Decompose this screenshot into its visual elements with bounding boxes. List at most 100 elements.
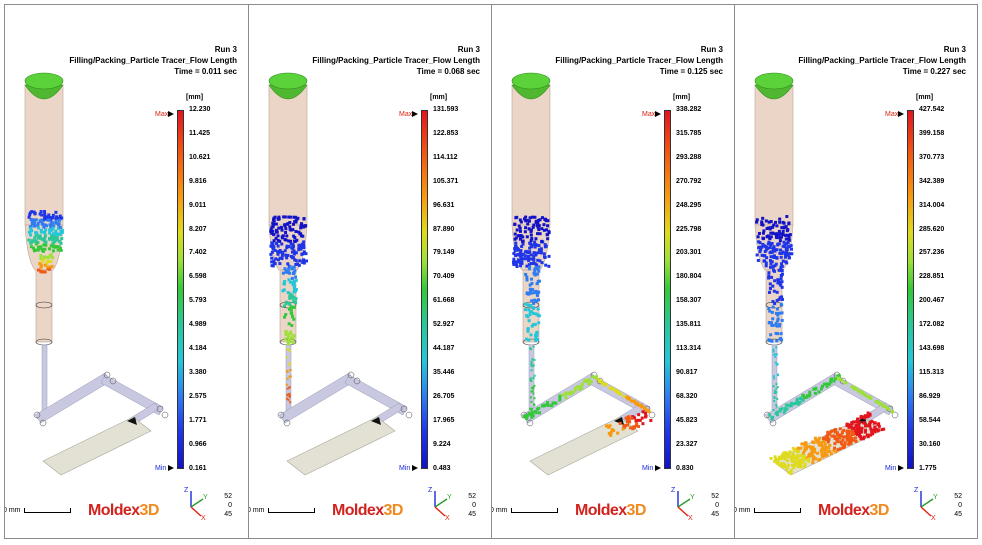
- particle-marker: [531, 288, 535, 292]
- particle-marker: [822, 436, 826, 440]
- particle-marker: [764, 219, 768, 223]
- legend-tick-label: 45.823: [676, 416, 698, 424]
- particle-marker: [776, 319, 780, 323]
- particle-marker: [589, 380, 593, 384]
- particle-marker: [45, 261, 49, 265]
- particle-marker: [47, 218, 51, 222]
- particle-marker: [820, 441, 824, 445]
- particle-marker: [292, 244, 296, 248]
- particle-marker: [785, 467, 789, 471]
- particle-marker: [840, 442, 844, 446]
- runner-joint: [347, 371, 355, 379]
- particle-marker: [294, 259, 298, 263]
- particle-marker: [823, 382, 827, 386]
- particle-marker: [787, 470, 791, 474]
- particle-marker: [515, 264, 519, 268]
- run-label: Run 3: [214, 45, 237, 54]
- particle-marker: [294, 297, 298, 301]
- particle-marker: [618, 421, 622, 425]
- legend-unit: [mm]: [430, 94, 448, 101]
- particle-marker: [640, 416, 644, 420]
- particle-marker: [512, 262, 516, 266]
- runner-joint: [839, 377, 847, 385]
- logo-accent: 3D: [383, 502, 404, 519]
- particle-marker: [587, 382, 591, 386]
- logo-accent: 3D: [626, 502, 647, 519]
- particle-marker: [288, 221, 292, 225]
- particle-marker: [542, 228, 546, 232]
- particle-marker: [780, 462, 784, 466]
- particle-marker: [289, 228, 293, 232]
- particle-marker: [58, 246, 62, 250]
- axis-x: [434, 506, 446, 517]
- particle-marker: [804, 441, 808, 445]
- particle-marker: [41, 222, 45, 226]
- particle-marker: [850, 421, 854, 425]
- particle-marker: [827, 450, 831, 454]
- particle-marker: [870, 430, 874, 434]
- particle-marker: [759, 248, 763, 252]
- particle-marker: [537, 411, 541, 415]
- particle-marker: [777, 229, 781, 233]
- particle-marker: [553, 401, 557, 405]
- particle-marker: [529, 233, 533, 237]
- particle-marker: [616, 431, 620, 435]
- particle-marker: [781, 244, 785, 248]
- particle-marker: [817, 438, 821, 442]
- barrel-cap: [268, 84, 308, 100]
- particle-marker: [297, 248, 301, 252]
- particle-marker: [295, 217, 299, 221]
- particle-marker: [813, 450, 817, 454]
- moldex3d-logo: Moldex3D: [332, 502, 403, 520]
- particle-marker: [580, 382, 584, 386]
- particle-marker: [778, 220, 782, 224]
- particle-marker: [514, 260, 518, 264]
- particle-marker: [787, 453, 791, 457]
- particle-marker: [49, 228, 53, 232]
- particle-marker: [785, 252, 789, 256]
- particle-marker: [843, 443, 847, 447]
- particle-marker: [780, 285, 784, 289]
- particle-marker: [528, 242, 532, 246]
- particle-marker: [287, 215, 291, 219]
- particle-marker: [270, 250, 274, 254]
- particle-marker: [551, 401, 555, 405]
- particle-marker: [803, 462, 807, 466]
- result-name: Filling/Packing_Particle Tracer_Flow Len…: [798, 56, 966, 65]
- particle-marker: [790, 459, 794, 463]
- particle-marker: [291, 242, 295, 246]
- scale-segment: [753, 508, 801, 513]
- particle-marker: [775, 224, 779, 228]
- particle-marker: [288, 271, 292, 275]
- particle-marker: [288, 396, 291, 399]
- axis-y: [920, 498, 934, 508]
- particle-marker: [29, 218, 33, 222]
- particle-marker: [787, 455, 791, 459]
- logo-accent: 3D: [139, 502, 160, 519]
- particle-marker: [286, 291, 290, 295]
- particle-marker: [524, 249, 528, 253]
- particle-marker: [513, 222, 517, 226]
- particle-marker: [274, 222, 278, 226]
- runner-joint: [283, 419, 291, 427]
- particle-marker: [298, 259, 302, 263]
- particle-marker: [764, 248, 768, 252]
- particle-marker: [280, 242, 284, 246]
- particle-marker: [283, 215, 287, 219]
- legend-tick-label: 61.668: [433, 297, 455, 305]
- particle-marker: [533, 322, 537, 326]
- particle-marker: [540, 227, 544, 231]
- particle-marker: [763, 254, 767, 258]
- particle-marker: [630, 399, 634, 403]
- particle-marker: [768, 309, 772, 313]
- particle-marker: [529, 333, 533, 337]
- legend-tick-label: 9.224: [433, 440, 451, 448]
- particle-marker: [780, 280, 784, 284]
- particle-marker: [532, 223, 536, 227]
- particle-marker: [270, 264, 274, 268]
- particle-marker: [547, 230, 551, 234]
- particle-marker: [290, 293, 294, 297]
- particle-marker: [59, 248, 63, 252]
- view-coordinates: 52 0 45: [703, 492, 719, 519]
- particle-marker: [784, 233, 788, 237]
